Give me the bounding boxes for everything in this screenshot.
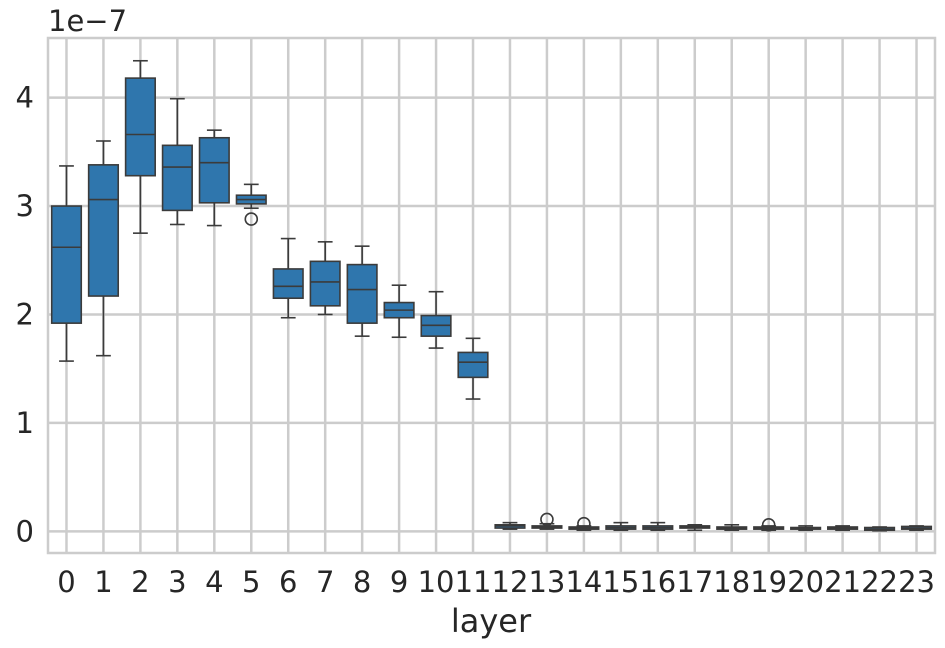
box-layer-5 bbox=[235, 183, 267, 226]
box-layer-4 bbox=[198, 129, 230, 227]
x-tick-label: 8 bbox=[353, 565, 371, 599]
grid-lines bbox=[48, 38, 935, 553]
y-tick-label: 4 bbox=[16, 81, 34, 115]
y-tick-label: 3 bbox=[16, 189, 34, 223]
outlier-point bbox=[761, 518, 776, 532]
x-tick-label: 5 bbox=[242, 565, 260, 599]
x-tick-label: 23 bbox=[898, 565, 935, 599]
box-layer-7 bbox=[309, 241, 341, 316]
box-layer-9 bbox=[383, 284, 415, 339]
box-iqr bbox=[198, 136, 230, 204]
x-tick-label: 6 bbox=[279, 565, 297, 599]
y-tick-label: 0 bbox=[16, 514, 34, 548]
box-layer-13 bbox=[531, 512, 563, 530]
box-layer-14 bbox=[568, 516, 600, 532]
x-tick-label: 13 bbox=[528, 565, 565, 599]
x-tick-label: 11 bbox=[455, 565, 492, 599]
y-tick-label: 1 bbox=[16, 406, 34, 440]
box-layer-0 bbox=[50, 165, 83, 362]
y-axis-offset-label: 1e−7 bbox=[48, 4, 127, 38]
x-tick-label: 0 bbox=[57, 565, 75, 599]
box-iqr bbox=[124, 77, 156, 177]
y-tick-label: 2 bbox=[16, 297, 34, 331]
box-iqr bbox=[346, 263, 378, 324]
box-layer-3 bbox=[161, 97, 193, 226]
box-series bbox=[50, 59, 933, 532]
box-layer-18 bbox=[716, 524, 748, 532]
x-tick-label: 19 bbox=[750, 565, 787, 599]
x-tick-label: 1 bbox=[94, 565, 112, 599]
box-layer-8 bbox=[346, 245, 378, 337]
x-tick-labels: 0 1 2 3 4 5 6 7 8 9 10 11 12 13 14 15 16 17 18 19 20 21 22 23 bbox=[57, 565, 935, 599]
box-iqr bbox=[50, 205, 83, 324]
box-layer-1 bbox=[87, 140, 120, 357]
outlier-point bbox=[540, 512, 554, 527]
outlier-point bbox=[577, 516, 591, 531]
x-tick-label: 14 bbox=[565, 565, 602, 599]
plot-frame bbox=[46, 36, 937, 555]
x-tick-label: 15 bbox=[602, 565, 639, 599]
box-layer-20 bbox=[790, 525, 822, 532]
box-layer-2 bbox=[124, 59, 156, 234]
box-layer-6 bbox=[272, 237, 304, 319]
box-layer-23 bbox=[900, 525, 933, 532]
x-tick-label: 12 bbox=[492, 565, 529, 599]
x-tick-label: 9 bbox=[390, 565, 408, 599]
x-tick-label: 17 bbox=[676, 565, 713, 599]
x-tick-label: 10 bbox=[418, 565, 455, 599]
box-layer-12 bbox=[494, 521, 526, 530]
box-layer-22 bbox=[863, 526, 896, 532]
box-layer-10 bbox=[420, 290, 452, 349]
box-iqr bbox=[87, 164, 120, 297]
box-layer-15 bbox=[605, 521, 637, 532]
x-tick-label: 20 bbox=[787, 565, 824, 599]
box-layer-19 bbox=[753, 518, 785, 532]
box-iqr bbox=[161, 144, 193, 212]
x-axis-title: layer bbox=[451, 602, 532, 640]
box-layer-17 bbox=[679, 524, 711, 532]
box-layer-21 bbox=[827, 525, 859, 532]
x-tick-label: 2 bbox=[131, 565, 149, 599]
box-iqr bbox=[309, 260, 341, 307]
box-layer-16 bbox=[642, 521, 674, 532]
x-tick-label: 18 bbox=[713, 565, 750, 599]
box-iqr bbox=[457, 351, 489, 379]
x-tick-label: 22 bbox=[861, 565, 898, 599]
x-tick-label: 4 bbox=[205, 565, 223, 599]
y-tick-labels: 0 1 2 3 4 bbox=[16, 81, 34, 549]
box-iqr bbox=[272, 268, 304, 300]
outlier-point bbox=[244, 212, 259, 226]
x-tick-label: 21 bbox=[824, 565, 861, 599]
box-layer-11 bbox=[457, 337, 489, 400]
x-tick-label: 16 bbox=[639, 565, 676, 599]
x-tick-label: 3 bbox=[168, 565, 186, 599]
x-tick-label: 7 bbox=[316, 565, 334, 599]
